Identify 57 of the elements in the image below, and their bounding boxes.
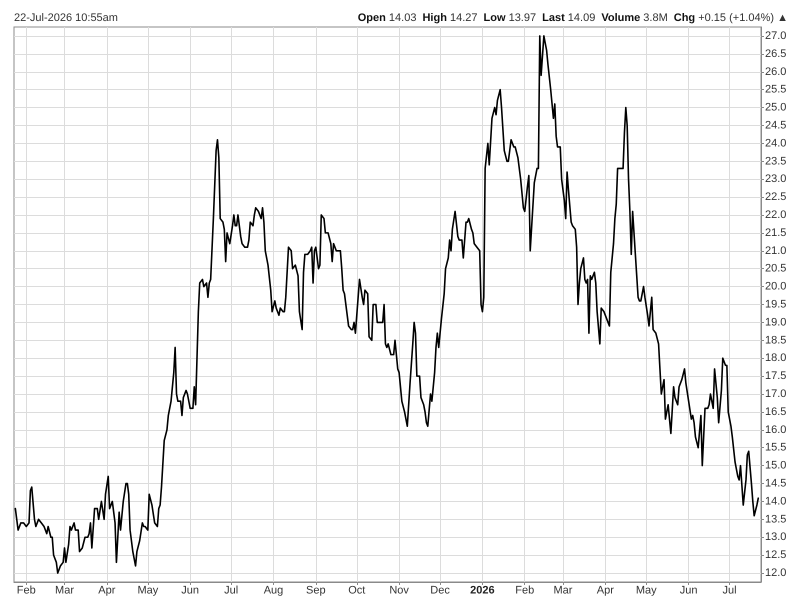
x-tick-label: Apr: [596, 584, 614, 596]
x-tick-label: May: [137, 584, 159, 596]
y-tick-label: 16.5: [765, 406, 786, 418]
y-tick-label: 21.5: [765, 226, 786, 239]
x-tick-label: Oct: [348, 584, 366, 596]
x-tick-label: Jun: [181, 584, 200, 596]
y-tick-label: 24.0: [765, 137, 786, 150]
x-tick-label: Mar: [554, 584, 573, 596]
y-tick-label: 17.0: [765, 388, 786, 400]
text: Last 14.09: [542, 12, 596, 25]
text: Low 13.97: [484, 12, 536, 25]
y-tick-label: 23.5: [765, 155, 786, 168]
y-tick-label: 20.5: [765, 262, 786, 275]
y-tick-label: 25.0: [765, 102, 786, 114]
text: High 14.27: [422, 12, 478, 25]
y-tick-label: 19.5: [765, 298, 786, 310]
y-tick-label: 12.5: [765, 549, 786, 562]
y-tick-label: 23.0: [765, 173, 786, 186]
x-tick-label: Apr: [98, 584, 116, 596]
text: Volume 3.8M: [601, 12, 668, 25]
x-tick-label: Mar: [55, 584, 74, 596]
text: Chg +0.15 (+1.04%) ▲: [674, 12, 788, 25]
y-tick-label: 20.0: [765, 280, 786, 293]
y-tick-label: 18.0: [765, 352, 786, 364]
y-tick-label: 15.0: [765, 460, 786, 472]
y-tick-label: 24.5: [765, 119, 786, 132]
x-tick-label: Aug: [264, 584, 284, 596]
x-tick-label: Sep: [306, 584, 326, 596]
line-series: [14, 35, 760, 574]
x-tick-label: Jul: [722, 584, 737, 596]
x-tick-label: Nov: [389, 584, 410, 596]
y-tick-label: 25.5: [765, 84, 786, 96]
y-tick-label: 26.5: [765, 48, 786, 60]
text: 22-Jul-2026 10:55am: [14, 12, 118, 25]
y-tick-label: 21.0: [765, 244, 786, 257]
x-tick-label: Jul: [224, 584, 238, 596]
y-tick-label: 14.0: [765, 495, 786, 508]
x-tick-label: Dec: [430, 584, 450, 596]
y-tick-label: 18.5: [765, 334, 786, 346]
y-tick-label: 12.0: [765, 567, 786, 580]
y-tick-label: 15.5: [765, 442, 786, 454]
y-tick-label: 14.5: [765, 478, 786, 490]
text: Open 14.03: [358, 12, 416, 25]
y-tick-label: 27.0: [765, 30, 786, 42]
y-tick-label: 19.0: [765, 316, 786, 328]
y-tick-label: 17.5: [765, 370, 786, 382]
y-tick-label: 16.0: [765, 424, 786, 436]
x-tick-label: May: [636, 584, 658, 596]
y-tick-label: 22.5: [765, 191, 786, 204]
y-tick-label: 13.5: [765, 513, 786, 526]
x-tick-label: Jun: [680, 584, 698, 596]
x-tick-label: Feb: [515, 584, 534, 596]
y-tick-label: 13.0: [765, 531, 786, 544]
x-tick-label: 2026: [470, 584, 495, 596]
y-tick-label: 22.0: [765, 208, 786, 221]
x-tick-label: Feb: [16, 584, 36, 596]
y-tick-label: 26.0: [765, 66, 786, 78]
